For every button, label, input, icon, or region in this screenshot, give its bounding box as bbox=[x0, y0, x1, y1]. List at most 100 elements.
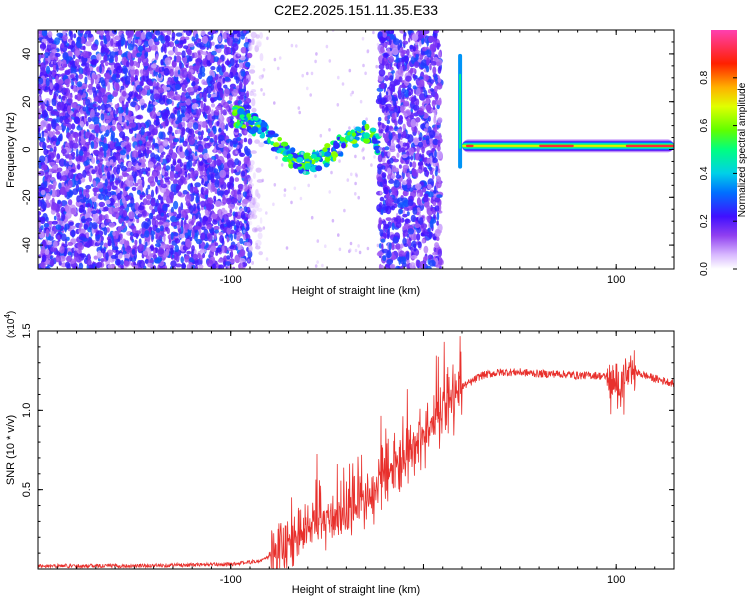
heatmap-cell bbox=[67, 166, 72, 171]
heatmap-cell bbox=[224, 60, 231, 66]
heatmap-cell bbox=[53, 93, 57, 100]
heatmap-cell bbox=[222, 101, 229, 109]
heatmap-cell bbox=[105, 199, 111, 205]
heatmap-cell bbox=[184, 149, 189, 157]
heatmap-cell bbox=[404, 218, 411, 224]
heatmap-cell bbox=[377, 166, 382, 175]
heatmap-cell bbox=[83, 224, 89, 230]
heatmap-cell bbox=[164, 45, 167, 54]
heatmap-cell bbox=[177, 124, 182, 129]
heatmap-cell bbox=[395, 243, 401, 250]
heatmap-cell bbox=[399, 209, 404, 214]
heatmap-cell bbox=[56, 212, 60, 217]
heatmap-cell bbox=[166, 30, 172, 36]
heatmap-cell bbox=[150, 111, 157, 119]
heatmap-cell bbox=[195, 144, 198, 150]
heatmap-cell bbox=[96, 261, 103, 268]
heatmap-cell bbox=[290, 147, 296, 153]
heatmap-cell bbox=[142, 74, 149, 82]
heatmap-cell bbox=[94, 124, 101, 134]
heatmap-cell bbox=[197, 72, 203, 80]
heatmap-cell bbox=[73, 84, 77, 93]
heatmap-cell bbox=[198, 145, 204, 153]
heatmap-cell bbox=[292, 162, 299, 169]
heatmap-cell bbox=[236, 119, 240, 127]
heatmap-cell bbox=[328, 59, 332, 63]
heatmap-cell bbox=[104, 39, 108, 45]
heatmap-cell bbox=[316, 260, 319, 264]
heatmap-cell bbox=[91, 169, 96, 175]
heatmap-cell bbox=[243, 178, 248, 185]
heatmap-cell bbox=[337, 233, 340, 237]
heatmap-cell bbox=[233, 189, 238, 198]
heatmap-cell bbox=[431, 99, 436, 108]
heatmap-cell bbox=[218, 208, 222, 218]
heatmap-cell bbox=[259, 217, 263, 224]
heatmap-cell bbox=[408, 147, 415, 156]
heatmap-cell bbox=[361, 148, 364, 153]
heatmap-cell bbox=[58, 95, 62, 100]
heatmap-cell bbox=[87, 33, 93, 38]
heatmap-cell bbox=[213, 109, 220, 116]
heatmap-cell bbox=[210, 109, 214, 117]
heatmap-cell bbox=[55, 255, 61, 263]
heatmap-cell bbox=[147, 167, 151, 172]
heatmap-cell bbox=[109, 140, 115, 150]
heatmap-cell bbox=[74, 116, 80, 124]
heatmap-cell bbox=[252, 93, 257, 97]
heatmap-cell bbox=[210, 245, 217, 253]
heatmap-cell bbox=[211, 263, 217, 269]
heatmap-cell bbox=[128, 110, 132, 117]
heatmap-cell bbox=[261, 127, 268, 132]
heatmap-cell bbox=[350, 172, 353, 177]
heatmap-cell bbox=[142, 198, 148, 206]
heatmap-cell bbox=[67, 105, 71, 114]
heatmap-cell bbox=[67, 241, 74, 246]
heatmap-cell bbox=[247, 177, 253, 184]
heatmap-cell bbox=[199, 93, 202, 99]
heatmap-cell bbox=[206, 40, 211, 49]
heatmap-cell bbox=[155, 185, 158, 195]
heatmap-cell bbox=[250, 150, 257, 154]
heatmap-cell bbox=[372, 137, 378, 144]
heatmap-cell bbox=[56, 64, 59, 72]
heatmap-cell bbox=[375, 149, 381, 154]
heatmap-cell bbox=[107, 148, 111, 157]
heatmap-cell bbox=[205, 202, 212, 211]
heatmap-cell bbox=[85, 217, 93, 222]
heatmap-cell bbox=[247, 138, 253, 145]
heatmap-cell bbox=[177, 178, 184, 186]
heatmap-cell bbox=[94, 112, 100, 117]
heatmap-cell bbox=[187, 144, 191, 150]
heatmap-cell bbox=[406, 211, 410, 217]
heatmap-cell bbox=[195, 33, 199, 40]
heatmap-cell bbox=[78, 242, 83, 247]
heatmap-cell bbox=[38, 199, 43, 207]
heatmap-cell bbox=[181, 127, 186, 136]
heatmap-cell bbox=[381, 123, 385, 129]
heatmap-cell bbox=[145, 31, 153, 40]
heatmap-cell bbox=[215, 105, 222, 111]
heatmap-cell bbox=[235, 150, 238, 154]
heatmap-cell bbox=[139, 171, 142, 178]
heatmap-cell bbox=[46, 241, 53, 246]
heatmap-cell bbox=[184, 171, 188, 178]
heatmap-cell bbox=[207, 217, 213, 222]
heatmap-cell bbox=[163, 221, 170, 228]
heatmap-cell bbox=[389, 263, 396, 269]
heatmap-cell bbox=[243, 30, 247, 34]
heatmap-cell bbox=[53, 82, 60, 91]
heatmap-cell bbox=[188, 71, 192, 80]
heatmap-cell bbox=[412, 46, 416, 52]
heatmap-cell bbox=[170, 260, 177, 268]
heatmap-cell bbox=[210, 93, 217, 98]
heatmap-cell bbox=[125, 144, 131, 153]
heatmap-cell bbox=[336, 150, 340, 155]
heatmap-cell bbox=[188, 223, 193, 231]
heatmap-cell bbox=[331, 218, 335, 223]
heatmap-cell bbox=[246, 52, 253, 59]
heatmap-cell bbox=[272, 202, 275, 207]
heatmap-cell bbox=[75, 255, 82, 263]
heatmap-cell bbox=[111, 174, 115, 179]
heatmap-cell bbox=[115, 213, 119, 220]
